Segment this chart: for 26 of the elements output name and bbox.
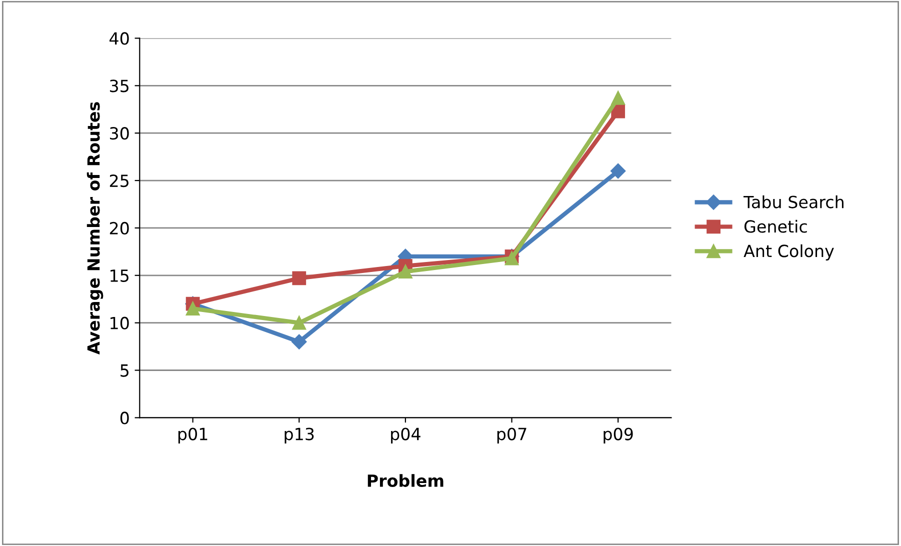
y-tick-label: 5 (120, 364, 128, 377)
y-tick-label: 10 (110, 316, 129, 330)
x-tick-label: p07 (497, 428, 526, 444)
y-tick-label: 15 (110, 270, 128, 282)
x-axis-title: Problem (368, 474, 444, 487)
legend-label: Tabu Search (743, 195, 844, 208)
point (398, 264, 412, 279)
point (292, 316, 306, 330)
x-tick-label: p09 (604, 428, 633, 444)
x-tick-label: p04 (391, 428, 420, 444)
y-tick-label: 0 (120, 412, 129, 424)
y-axis-title: Average Number of Routes (86, 102, 104, 354)
y-tick-label: 20 (110, 222, 129, 235)
y-tick-label: 35 (110, 80, 128, 92)
point (611, 91, 626, 105)
y-tick-label: 30 (110, 127, 129, 140)
legend-label: Genetic (744, 220, 807, 233)
point (610, 163, 626, 179)
point (292, 271, 306, 286)
point (186, 302, 200, 316)
y-tick-label: 25 (110, 174, 128, 188)
x-tick-label: p13 (284, 428, 314, 444)
point (292, 334, 307, 350)
y-tick-label: 40 (110, 32, 129, 45)
x-tick-label: p01 (178, 428, 208, 444)
legend-label: Ant Colony (744, 244, 834, 260)
